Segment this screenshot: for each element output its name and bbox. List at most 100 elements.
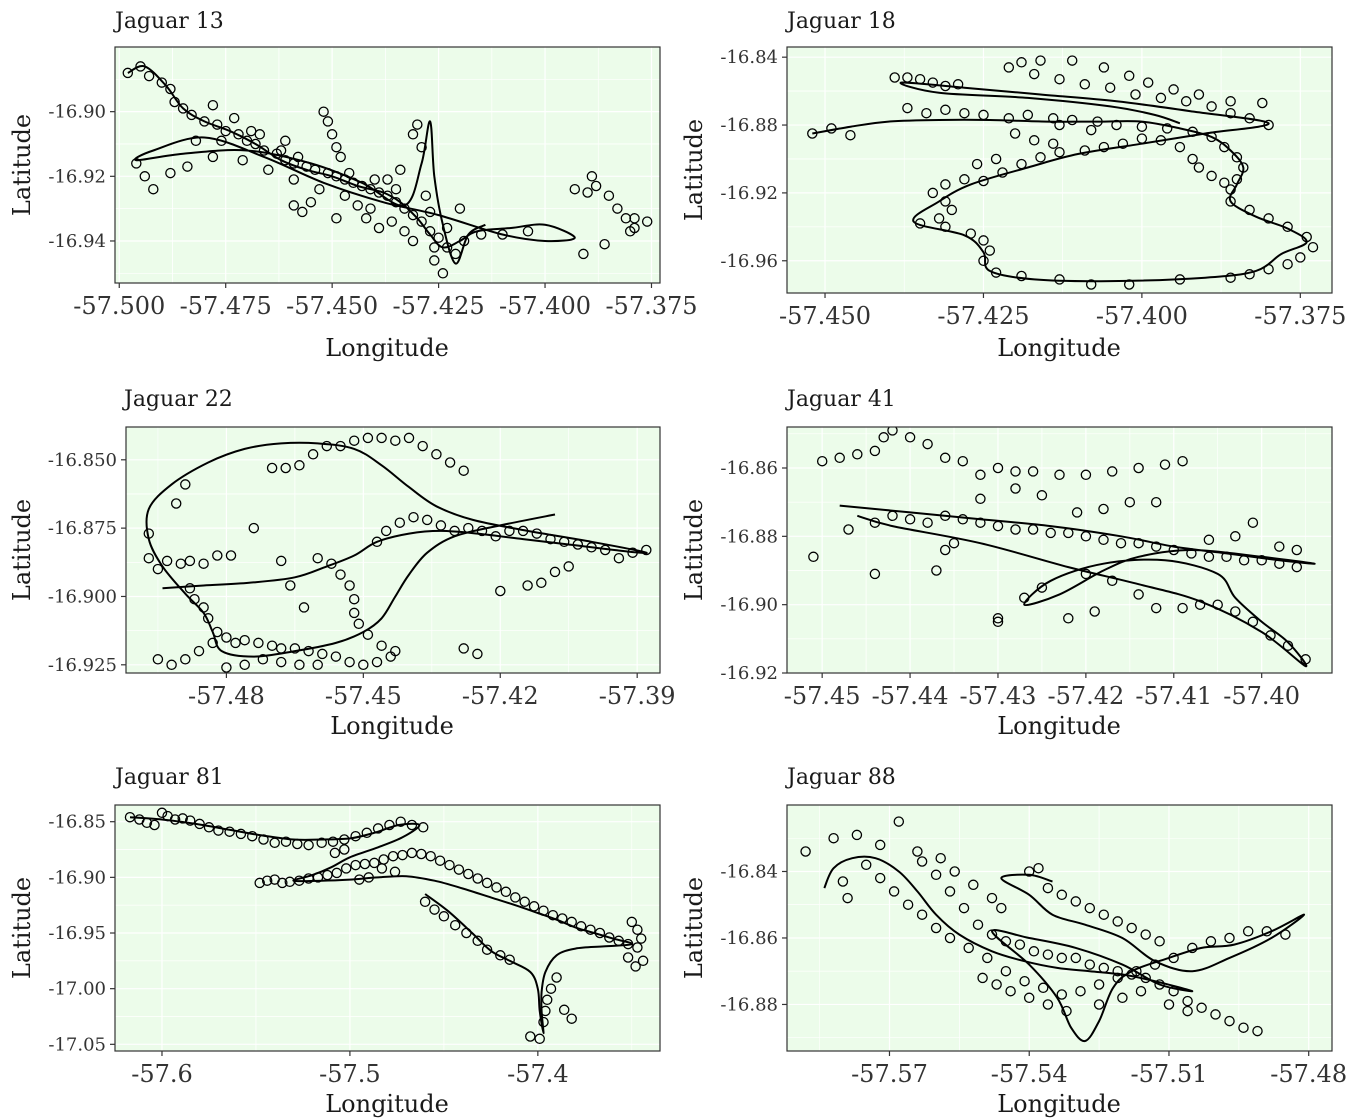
gps-fix-point xyxy=(190,135,202,147)
gps-fix-point xyxy=(975,493,986,505)
gps-fix-point xyxy=(248,522,260,534)
gps-fix-point xyxy=(1154,936,1165,947)
gps-fix-point xyxy=(1212,599,1223,610)
gps-fix-point xyxy=(940,104,951,116)
y-tick-label: -16.92 xyxy=(48,166,106,187)
gps-fix-point xyxy=(1225,107,1236,119)
gps-fix-point xyxy=(1028,68,1040,80)
gps-fix-point xyxy=(978,109,989,121)
gps-fix-point xyxy=(1194,599,1206,610)
gps-fix-point xyxy=(326,558,337,569)
gps-fix-point xyxy=(1274,541,1285,552)
gps-fix-point xyxy=(878,432,889,443)
gps-fix-point xyxy=(419,896,431,908)
gps-fix-point xyxy=(569,183,581,195)
gps-fix-point xyxy=(540,1005,551,1017)
gps-fix-point xyxy=(165,167,176,179)
gps-fix-point xyxy=(339,844,350,855)
gps-fix-point xyxy=(1016,158,1027,170)
gps-fix-point xyxy=(433,232,444,243)
gps-fix-point xyxy=(949,866,960,877)
gps-fix-point xyxy=(972,919,984,930)
gps-fix-point xyxy=(504,525,515,537)
gps-fix-point xyxy=(322,116,334,127)
y-tick-label: -16.88 xyxy=(720,115,778,136)
gps-fix-point xyxy=(914,73,926,85)
gps-fix-point xyxy=(586,171,598,182)
gps-fix-point xyxy=(1085,279,1097,290)
gps-fix-point xyxy=(984,245,996,256)
gps-fix-point xyxy=(1079,79,1091,90)
gps-fix-point xyxy=(1225,96,1236,107)
gps-fix-point xyxy=(887,510,898,522)
gps-fix-point xyxy=(1155,135,1167,146)
x-tick-label: -57.43 xyxy=(960,682,1037,710)
gps-fix-point xyxy=(952,79,964,90)
gps-fix-point xyxy=(1047,138,1059,149)
gps-fix-point xyxy=(376,432,387,444)
y-tick-label: -16.875 xyxy=(48,518,117,539)
gps-fix-point xyxy=(339,190,351,201)
gps-fix-point xyxy=(1093,979,1105,990)
panel-title: Jaguar 88 xyxy=(785,765,896,790)
gps-fix-point xyxy=(545,983,557,994)
gps-fix-point xyxy=(808,551,819,563)
gps-fix-point xyxy=(1142,77,1154,88)
gps-fix-point xyxy=(1221,551,1232,563)
gps-fix-point xyxy=(152,563,164,575)
gps-fix-point xyxy=(453,864,465,875)
gps-fix-point xyxy=(424,206,436,218)
gps-fix-point xyxy=(258,145,270,156)
gps-fix-point xyxy=(326,129,338,140)
gps-fix-point xyxy=(1003,113,1015,124)
gps-fix-point xyxy=(1193,162,1205,173)
gps-fix-point xyxy=(1238,1022,1249,1033)
panel-jaguar-41: -57.45 -57.44 -57.43 -57.42 -57.41 -57.40 -16.… xyxy=(680,387,1333,740)
gps-fix-point xyxy=(207,151,219,163)
gps-fix-point xyxy=(1301,231,1312,243)
gps-fix-point xyxy=(1063,527,1074,539)
gps-fix-point xyxy=(1045,527,1056,539)
gps-fix-point xyxy=(1009,128,1021,139)
gps-fix-point xyxy=(1010,483,1021,494)
gps-fix-point xyxy=(421,514,433,526)
gps-fix-point xyxy=(1033,862,1044,874)
gps-fix-point xyxy=(860,859,872,871)
gps-fix-point xyxy=(294,460,305,471)
gps-fix-point xyxy=(165,83,176,95)
gps-fix-point xyxy=(1098,534,1109,546)
gps-fix-point xyxy=(904,514,916,525)
gps-fix-point xyxy=(1307,241,1319,253)
x-tick-label: -57.44 xyxy=(872,682,949,710)
gps-fix-point xyxy=(585,924,596,935)
gps-fix-point xyxy=(978,175,989,187)
gps-fix-point xyxy=(431,449,442,460)
gps-fix-point xyxy=(1168,985,1179,997)
y-tick-label: -16.92 xyxy=(720,183,778,204)
panel-title: Jaguar 18 xyxy=(785,9,896,34)
x-tick-label: -57.48 xyxy=(188,682,265,710)
gps-fix-point xyxy=(373,222,385,234)
gps-fix-point xyxy=(1131,965,1142,977)
gps-fix-point xyxy=(912,846,923,857)
gps-fix-point xyxy=(816,455,828,467)
gps-fix-point xyxy=(175,558,187,569)
gps-fix-point xyxy=(491,882,502,893)
movement-track-line xyxy=(839,504,1316,668)
gps-fix-point xyxy=(280,836,292,847)
gps-fix-point xyxy=(194,818,205,830)
gps-fix-point xyxy=(1042,999,1054,1010)
gps-fix-point xyxy=(454,203,466,214)
gps-fix-point xyxy=(407,129,419,140)
gps-fix-point xyxy=(318,106,329,117)
gps-fix-point xyxy=(161,555,173,567)
gps-fix-point xyxy=(931,565,942,576)
gps-fix-point xyxy=(463,522,474,534)
gps-fix-point xyxy=(968,879,979,891)
gps-fix-point xyxy=(339,834,350,845)
movement-track-line xyxy=(812,81,1308,283)
gps-fix-point xyxy=(1056,989,1068,1000)
gps-fix-point xyxy=(889,72,900,83)
gps-fix-point xyxy=(852,449,863,460)
